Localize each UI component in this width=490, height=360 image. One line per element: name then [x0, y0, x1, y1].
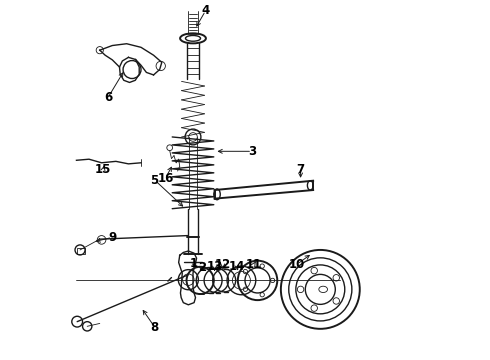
Text: 14: 14: [229, 260, 245, 273]
Text: 12: 12: [215, 258, 231, 271]
Text: 13: 13: [206, 260, 222, 273]
Text: 11: 11: [246, 258, 262, 271]
Text: 9: 9: [108, 231, 117, 244]
Text: 4: 4: [201, 4, 210, 17]
Text: 5: 5: [150, 174, 159, 186]
Bar: [77, 248, 85, 253]
Text: 3: 3: [248, 145, 256, 158]
Text: 8: 8: [150, 320, 159, 333]
Text: 15: 15: [95, 163, 112, 176]
Text: 6: 6: [104, 91, 112, 104]
Text: 1: 1: [190, 257, 198, 270]
Text: 10: 10: [289, 258, 305, 271]
Text: 2: 2: [198, 261, 206, 274]
Text: 16: 16: [157, 172, 173, 185]
Text: 7: 7: [296, 163, 305, 176]
